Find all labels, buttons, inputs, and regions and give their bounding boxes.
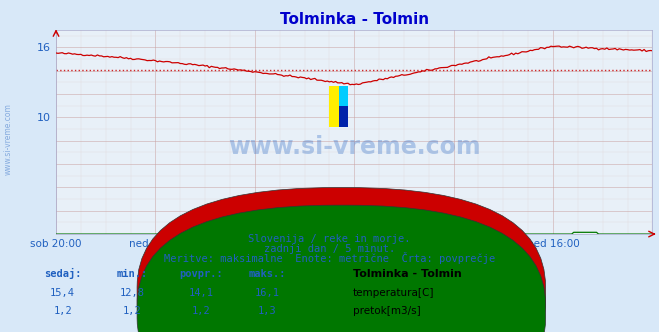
Bar: [330, 86, 339, 127]
Text: sedaj:: sedaj:: [44, 268, 81, 279]
Text: www.si-vreme.com: www.si-vreme.com: [4, 104, 13, 175]
Bar: [339, 106, 348, 127]
Text: 1,2: 1,2: [53, 306, 72, 316]
Title: Tolminka - Tolmin: Tolminka - Tolmin: [279, 12, 429, 27]
Bar: [339, 86, 348, 106]
Text: min.:: min.:: [116, 269, 148, 279]
Text: 1,2: 1,2: [192, 306, 210, 316]
Text: 12,8: 12,8: [119, 288, 144, 298]
Text: 1,2: 1,2: [123, 306, 141, 316]
Text: pretok[m3/s]: pretok[m3/s]: [353, 306, 420, 316]
Text: 15,4: 15,4: [50, 288, 75, 298]
Text: www.si-vreme.com: www.si-vreme.com: [228, 134, 480, 159]
Text: 14,1: 14,1: [188, 288, 214, 298]
Text: Meritve: maksimalne  Enote: metrične  Črta: povprečje: Meritve: maksimalne Enote: metrične Črta…: [164, 252, 495, 264]
Text: Slovenija / reke in morje.: Slovenija / reke in morje.: [248, 234, 411, 244]
Text: maks.:: maks.:: [248, 269, 285, 279]
Text: 1,3: 1,3: [258, 306, 276, 316]
Text: povpr.:: povpr.:: [179, 269, 223, 279]
Text: zadnji dan / 5 minut.: zadnji dan / 5 minut.: [264, 244, 395, 254]
Text: 16,1: 16,1: [254, 288, 279, 298]
Text: temperatura[C]: temperatura[C]: [353, 288, 434, 298]
Text: Tolminka - Tolmin: Tolminka - Tolmin: [353, 269, 461, 279]
